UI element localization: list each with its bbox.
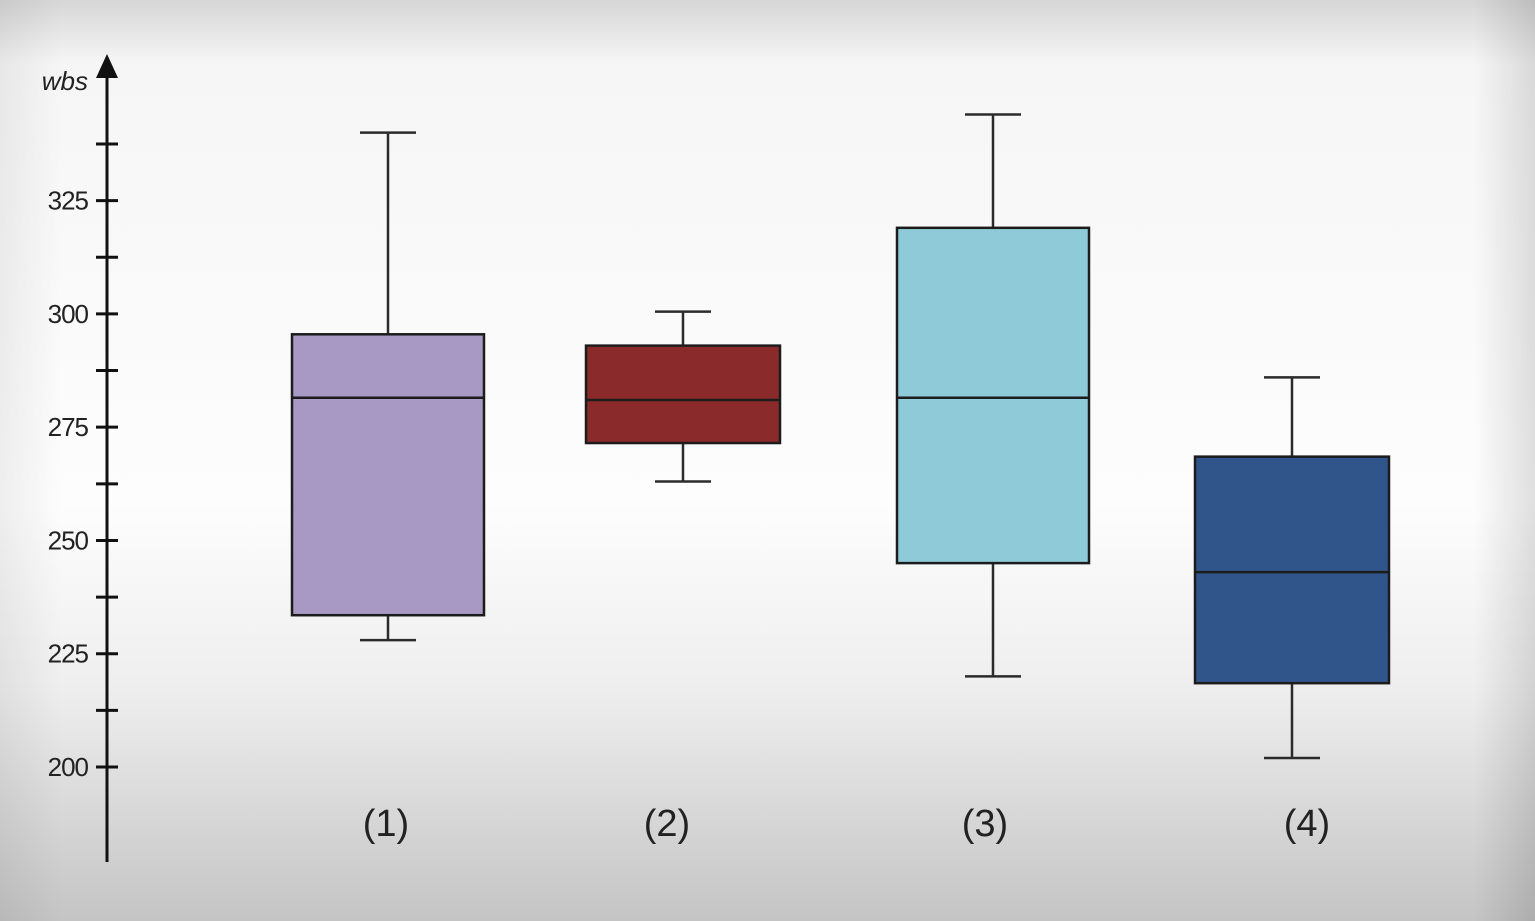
y-tick-label-250: 250 [48,525,89,555]
box-2 [584,310,782,483]
box-iqr [1193,455,1391,685]
y-axis-arrowhead [96,54,118,78]
y-axis-title: wbs [42,66,88,96]
box-4 [1193,376,1391,760]
boxes-group [290,113,1391,760]
box-1 [290,131,486,642]
box-iqr [895,226,1091,565]
category-label-1: (1) [363,803,409,845]
y-tick-label-225: 225 [48,639,89,669]
y-tick-label-200: 200 [48,752,89,782]
y-ticks-group: 200 225 250 275 300 325 [48,142,118,782]
category-label-3: (3) [962,803,1008,845]
y-axis-group: wbs [42,54,118,862]
box-iqr [290,333,486,617]
y-tick-label-275: 275 [48,412,89,442]
category-label-2: (2) [644,803,690,845]
box-3 [895,113,1091,678]
box-iqr [584,344,782,445]
y-tick-label-325: 325 [48,186,89,216]
category-label-4: (4) [1284,803,1330,845]
category-labels-group: (1) (2) (3) (4) [363,803,1330,845]
y-tick-label-300: 300 [48,299,89,329]
